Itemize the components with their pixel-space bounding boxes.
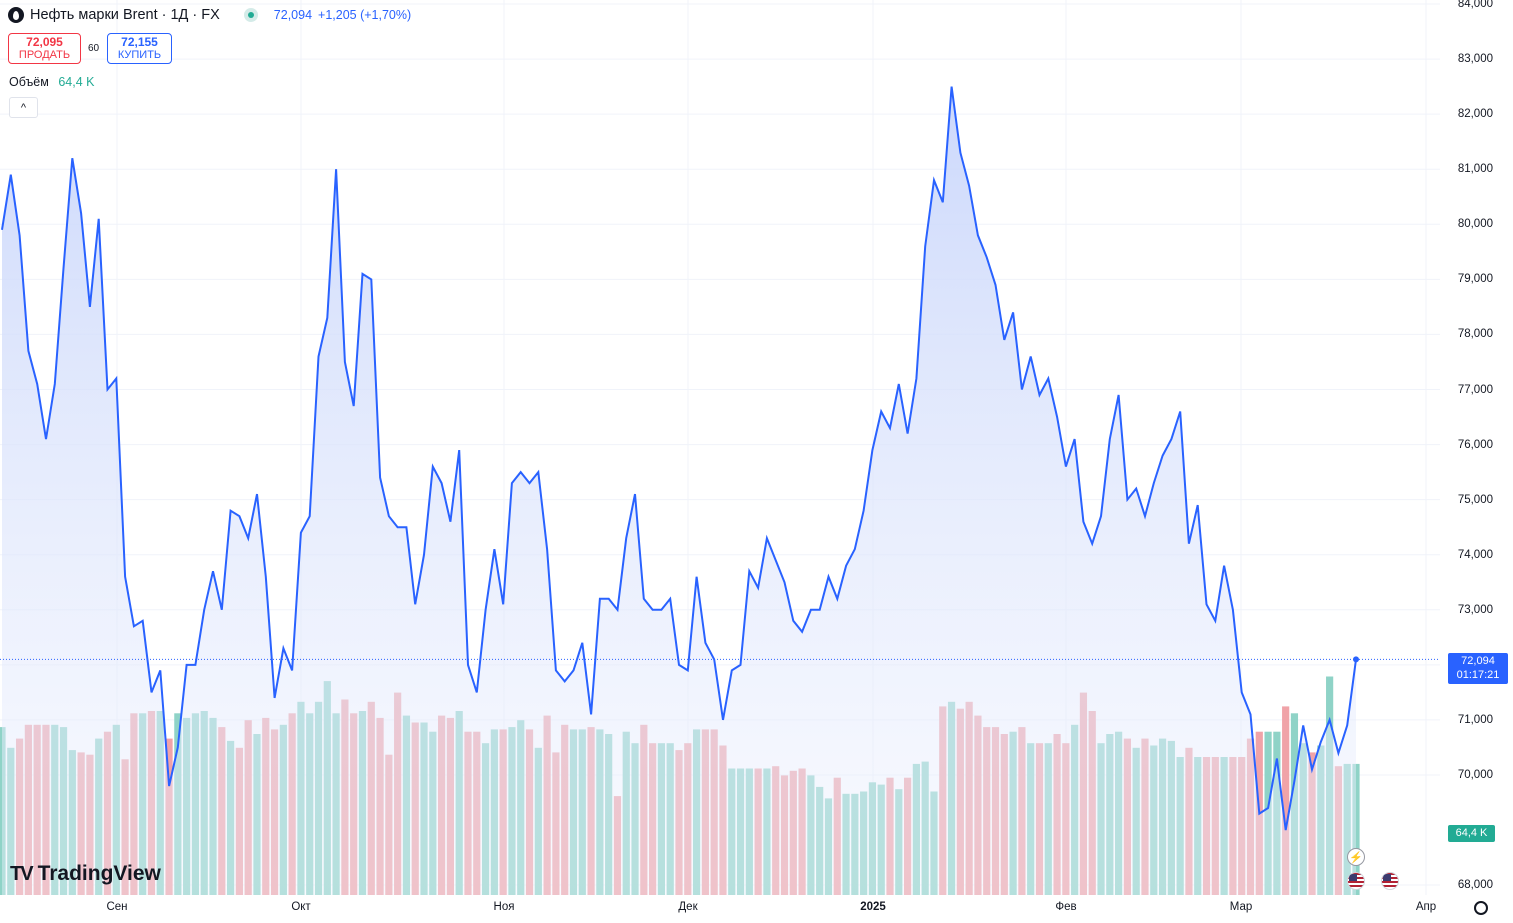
volume-legend[interactable]: Объём 64,4 K: [9, 75, 94, 89]
settings-gear-icon[interactable]: [1474, 901, 1488, 915]
volume-value: 64,4 K: [58, 75, 95, 89]
x-tick-label: Мар: [1229, 901, 1253, 913]
chart-legend: Нефть марки Brent · 1Д · FX 72,094 +1,20…: [8, 7, 411, 23]
market-open-status-icon[interactable]: [243, 8, 258, 22]
oil-drop-icon: [8, 7, 24, 23]
sell-button[interactable]: 72,095 ПРОДАТЬ: [8, 33, 81, 64]
us-flag-event-icon[interactable]: [1347, 872, 1365, 890]
price-area: [2, 86, 1356, 896]
x-tick-label: 2025: [860, 901, 886, 913]
price-line: [1, 86, 1357, 831]
bar-countdown: 01:17:21: [1456, 669, 1500, 681]
y-tick-label: 71,000: [1457, 713, 1493, 726]
y-tick-label: 77,000: [1457, 383, 1493, 396]
y-tick-label: 73,000: [1457, 603, 1493, 616]
y-tick-label: 81,000: [1457, 163, 1493, 176]
x-tick-label: Окт: [291, 901, 311, 913]
tradingview-mark-icon: TV: [10, 862, 34, 885]
y-tick-label: 82,000: [1457, 108, 1493, 121]
buy-price: 72,155: [121, 35, 158, 49]
y-tick-label: 76,000: [1457, 438, 1493, 451]
legend-change: +1,205 (+1,70%): [318, 8, 412, 22]
tradingview-logo[interactable]: TV TradingView: [10, 862, 161, 886]
us-flag-event-icon[interactable]: [1381, 872, 1399, 890]
y-tick-label: 78,000: [1457, 328, 1493, 341]
logo-text: TradingView: [37, 862, 161, 885]
legend-price: 72,094: [273, 8, 313, 22]
sell-label: ПРОДАТЬ: [18, 49, 71, 61]
volume-label: Объём: [9, 75, 49, 89]
last-price-dot: [1353, 656, 1359, 663]
flash-event-icon[interactable]: ⚡: [1347, 848, 1365, 866]
x-tick-label: Дек: [678, 901, 698, 913]
y-tick-label: 83,000: [1457, 53, 1493, 66]
volume-bar: [1282, 706, 1290, 895]
y-tick-label: 75,000: [1457, 493, 1493, 506]
x-tick-label: Ноя: [493, 901, 515, 913]
y-tick-label: 80,000: [1457, 218, 1493, 231]
spread-value: 60: [88, 43, 100, 54]
symbol-title[interactable]: Нефть марки Brent · 1Д · FX: [30, 7, 220, 23]
y-tick-label: 74,000: [1457, 548, 1493, 561]
y-tick-label: 84,000: [1457, 0, 1493, 10]
x-tick-label: Апр: [1415, 901, 1437, 913]
buy-label: КУПИТЬ: [117, 49, 162, 61]
buy-button[interactable]: 72,155 КУПИТЬ: [107, 33, 172, 64]
chevron-up-icon: ^: [20, 101, 27, 114]
last-price-label: 72,094 01:17:21: [1448, 653, 1508, 684]
sell-price: 72,095: [26, 35, 63, 49]
x-tick-label: Сен: [106, 901, 128, 913]
last-volume-label: 64,4 K: [1448, 825, 1495, 842]
y-tick-label: 70,000: [1457, 769, 1493, 781]
y-tick-label: 79,000: [1457, 273, 1493, 286]
x-tick-label: Фев: [1055, 901, 1077, 913]
collapse-legend-button[interactable]: ^: [9, 97, 38, 118]
last-price-value: 72,094: [1461, 655, 1495, 667]
y-tick-label: 68,000: [1457, 879, 1493, 891]
